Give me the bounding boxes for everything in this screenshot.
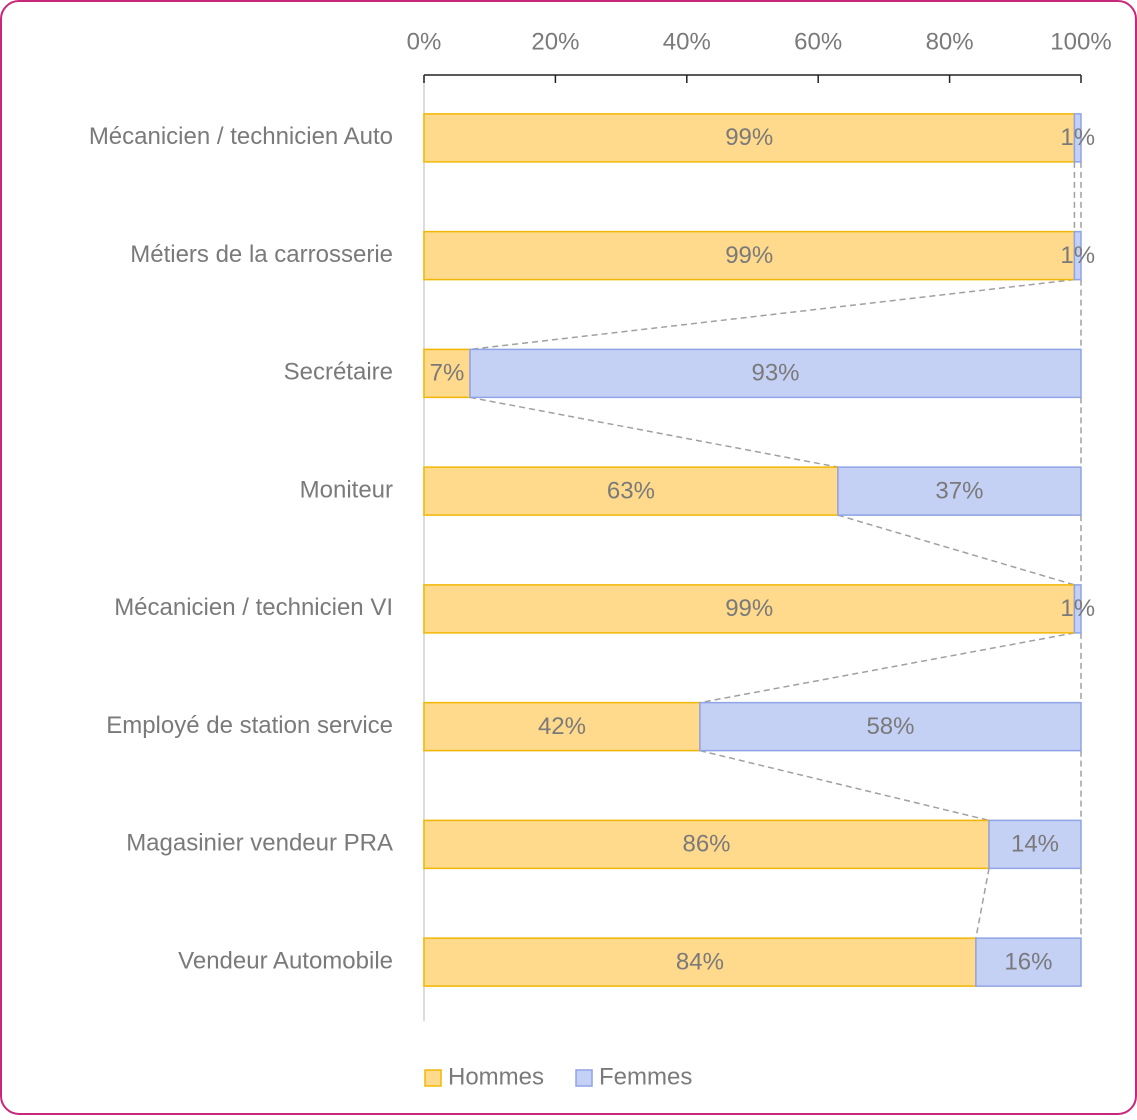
bar-segment: [1073, 584, 1082, 634]
data-label: 1%: [1060, 124, 1095, 151]
y-tick-label: Mécanicien / technicien VI: [114, 594, 393, 621]
data-label: 58%: [866, 713, 914, 740]
data-label: 63%: [607, 477, 655, 504]
series-line: [469, 396, 839, 468]
data-label: 37%: [935, 477, 983, 504]
x-tick-label: 60%: [794, 28, 842, 55]
legend-swatch: [424, 1069, 442, 1087]
series-line: [699, 632, 1075, 704]
data-label: 1%: [1060, 242, 1095, 269]
bar-segment: [423, 937, 977, 987]
data-label: 16%: [1004, 948, 1052, 975]
data-label: 99%: [725, 595, 773, 622]
data-label: 42%: [538, 713, 586, 740]
y-tick-label: Moniteur: [300, 476, 393, 503]
bar-segment: [469, 348, 1082, 399]
data-label: 99%: [725, 124, 773, 151]
bar-segment: [1073, 113, 1082, 163]
data-label: 7%: [430, 360, 465, 387]
bar-segment: [988, 819, 1082, 870]
y-tick-label: Vendeur Automobile: [178, 947, 393, 974]
bar-segment: [423, 348, 471, 399]
x-tick-label: 0%: [407, 28, 442, 55]
y-tick-label: Secrétaire: [284, 359, 393, 386]
x-tick-label: 20%: [531, 28, 579, 55]
series-line: [469, 278, 1075, 351]
legend-label: Femmes: [599, 1063, 692, 1090]
data-label: 99%: [725, 242, 773, 269]
y-tick-label: Magasinier vendeur PRA: [126, 830, 393, 857]
bar-segment: [423, 230, 1076, 281]
bar-segment: [423, 113, 1076, 163]
y-tick-label: Mécanicien / technicien Auto: [89, 123, 393, 150]
legend-label: Hommes: [448, 1063, 544, 1090]
bar-segment: [975, 937, 1082, 987]
x-tick-label: 80%: [926, 28, 974, 55]
bar-segment: [699, 701, 1082, 752]
x-tick-label: 40%: [663, 28, 711, 55]
data-label: 1%: [1060, 595, 1095, 622]
y-tick-label: Employé de station service: [106, 712, 393, 739]
bar-segment: [423, 701, 701, 752]
data-label: 93%: [751, 360, 799, 387]
bar-segment: [837, 466, 1082, 516]
y-tick-label: Métiers de la carrosserie: [130, 241, 393, 268]
legend-swatch: [575, 1069, 593, 1087]
data-label: 86%: [682, 831, 730, 858]
data-label: 14%: [1011, 831, 1059, 858]
bar-segment: [1073, 230, 1082, 281]
series-line: [837, 514, 1075, 586]
x-tick-label: 100%: [1050, 28, 1111, 55]
series-line: [975, 868, 990, 939]
data-label: 84%: [676, 948, 724, 975]
